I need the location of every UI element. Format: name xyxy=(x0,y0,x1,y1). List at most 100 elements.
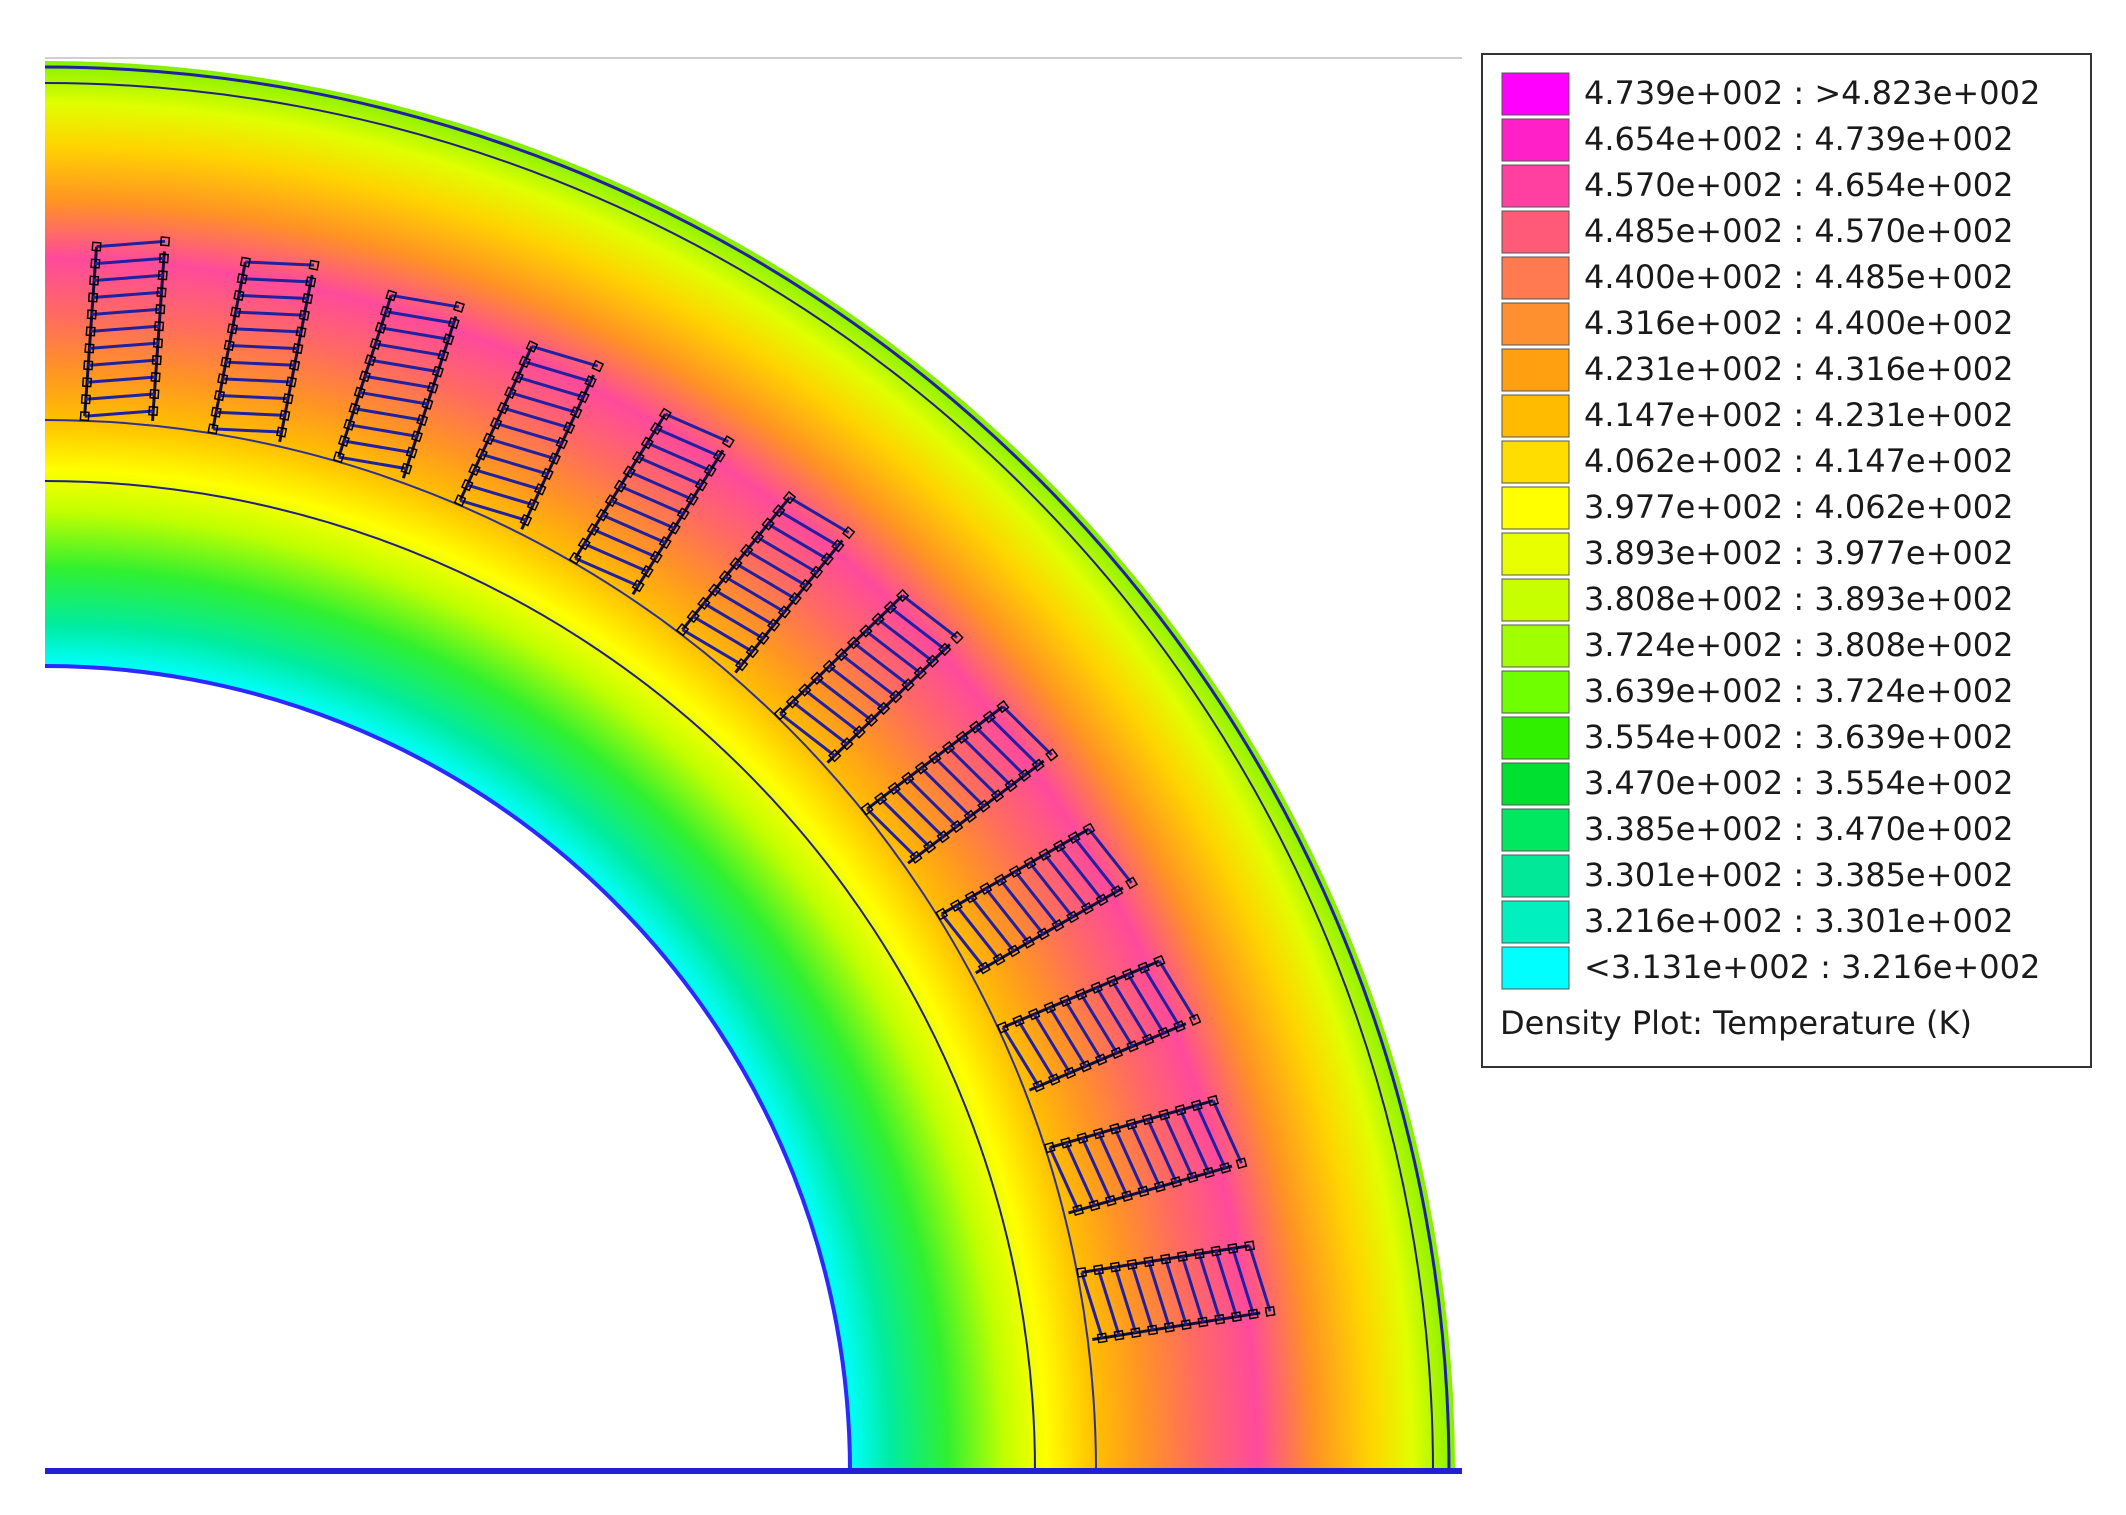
node xyxy=(1186,1171,1199,1184)
slot xyxy=(1076,1240,1276,1344)
node xyxy=(761,517,775,531)
node xyxy=(533,483,547,496)
node xyxy=(1264,1305,1276,1317)
node xyxy=(649,421,663,436)
node xyxy=(1219,1162,1232,1174)
node xyxy=(1247,1308,1259,1320)
node xyxy=(1093,1264,1104,1276)
conductor xyxy=(354,407,423,422)
node xyxy=(1170,1176,1183,1188)
conductor xyxy=(1072,836,1118,893)
legend-label: 3.639e+002 : 3.724e+002 xyxy=(1584,672,2014,710)
node xyxy=(1210,1245,1222,1257)
node xyxy=(649,550,663,564)
node xyxy=(305,276,317,288)
node xyxy=(89,275,100,286)
slot-side xyxy=(1081,1244,1250,1274)
conductor xyxy=(524,360,591,383)
node xyxy=(622,465,636,479)
conductor xyxy=(1113,1266,1138,1334)
legend-label: 3.216e+002 : 3.301e+002 xyxy=(1584,902,2014,940)
node xyxy=(1153,954,1166,968)
legend-label: 4.570e+002 : 4.654e+002 xyxy=(1584,166,2014,204)
legend-swatch xyxy=(1501,72,1570,116)
node xyxy=(895,588,910,603)
conductor xyxy=(90,324,160,333)
node xyxy=(979,882,993,896)
legend-swatch xyxy=(1501,946,1570,990)
node xyxy=(1244,1240,1256,1252)
conductor xyxy=(756,535,818,574)
conductor xyxy=(988,715,1040,767)
conductor xyxy=(245,260,315,267)
legend-label: 3.893e+002 : 3.977e+002 xyxy=(1584,534,2014,572)
node xyxy=(207,423,219,435)
conductor xyxy=(1111,980,1150,1041)
slot-side xyxy=(940,827,1090,916)
node xyxy=(740,543,754,558)
conductor xyxy=(225,360,295,367)
legend-swatch xyxy=(1501,808,1570,852)
conductor xyxy=(531,344,599,368)
conductor xyxy=(212,427,282,434)
node xyxy=(798,683,812,697)
legend: 4.739e+002 : >4.823e+002 4.654e+002 : 4.7… xyxy=(1481,53,2092,1068)
conductor xyxy=(1080,1271,1104,1339)
legend-swatch xyxy=(1501,624,1570,668)
node xyxy=(155,304,166,315)
node xyxy=(1076,1132,1089,1145)
legend-label: 3.301e+002 : 3.385e+002 xyxy=(1584,856,2014,894)
conductor xyxy=(1028,862,1074,918)
node xyxy=(788,591,802,606)
legend-label: 3.724e+002 : 3.808e+002 xyxy=(1584,626,2014,664)
legend-swatch xyxy=(1501,210,1570,254)
node xyxy=(213,389,225,402)
node xyxy=(1051,918,1065,932)
node xyxy=(1157,1026,1171,1040)
node xyxy=(591,359,605,373)
node xyxy=(1190,1099,1203,1112)
node xyxy=(990,789,1005,803)
node xyxy=(233,289,245,301)
node xyxy=(782,490,797,505)
node xyxy=(285,376,297,388)
conductor xyxy=(348,423,418,438)
legend-swatch xyxy=(1501,302,1570,346)
node xyxy=(158,253,169,264)
legend-swatch xyxy=(1501,256,1570,300)
conductor xyxy=(95,256,164,266)
node xyxy=(87,292,99,303)
node xyxy=(152,338,164,349)
slot xyxy=(996,954,1202,1093)
legend-swatch xyxy=(1501,670,1570,714)
node xyxy=(230,306,242,318)
node xyxy=(876,701,891,716)
legend-swatch xyxy=(1501,716,1570,760)
node xyxy=(1104,1194,1117,1207)
conductor xyxy=(229,343,298,351)
conductor xyxy=(745,549,807,587)
conductor xyxy=(495,422,563,445)
slot xyxy=(332,289,465,479)
conductor xyxy=(91,307,161,316)
node xyxy=(1059,994,1072,1008)
node xyxy=(889,689,903,704)
conductor xyxy=(655,427,720,458)
legend-swatch xyxy=(1501,348,1570,392)
node xyxy=(827,748,842,763)
node xyxy=(950,630,964,645)
node xyxy=(949,899,963,913)
conductor xyxy=(85,392,155,401)
conductor xyxy=(713,588,775,627)
node xyxy=(220,356,232,368)
node xyxy=(729,556,743,571)
conductor xyxy=(1195,1104,1227,1169)
node xyxy=(1110,884,1124,898)
conductor xyxy=(375,342,444,357)
node xyxy=(210,406,222,418)
node xyxy=(337,434,350,447)
node xyxy=(541,467,554,481)
legend-label: 3.470e+002 : 3.554e+002 xyxy=(1584,764,2014,802)
node xyxy=(226,323,238,335)
